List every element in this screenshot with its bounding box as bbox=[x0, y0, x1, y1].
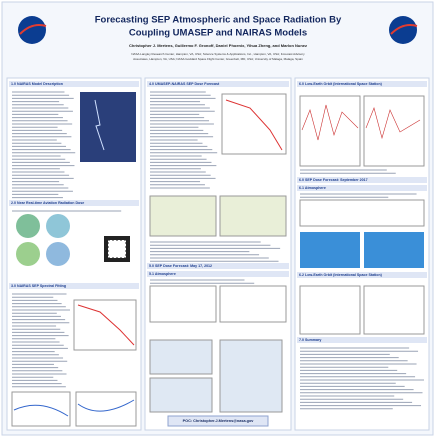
section-heading: 7.0 Summary bbox=[299, 338, 321, 342]
title-line: Coupling UMASEP and NAIRAS Models bbox=[129, 28, 307, 39]
contact: POC: Christopher.J.Mertens@nasa.gov bbox=[183, 419, 255, 423]
map bbox=[364, 232, 424, 268]
plot bbox=[150, 286, 216, 322]
nasa-logo bbox=[389, 16, 417, 44]
plot bbox=[76, 392, 136, 426]
plot bbox=[220, 286, 286, 322]
map bbox=[150, 340, 212, 374]
section-heading: 1.0 NAIRAS Model Description bbox=[11, 82, 63, 86]
nasa-logo bbox=[18, 16, 46, 44]
plot bbox=[300, 286, 360, 334]
title-line: Forecasting SEP Atmospheric and Space Ra… bbox=[95, 15, 342, 26]
plot bbox=[222, 94, 286, 154]
section-heading: 6.2 Low-Earth Orbit (International Space… bbox=[299, 273, 383, 277]
map bbox=[220, 196, 286, 236]
plot bbox=[12, 392, 70, 426]
plot bbox=[364, 286, 424, 334]
section-heading: 3.0 NAIRAS SEP Spectral Fitting bbox=[11, 284, 66, 288]
qr-pattern bbox=[108, 240, 126, 258]
globe bbox=[46, 242, 70, 266]
map bbox=[220, 340, 282, 412]
globe bbox=[46, 214, 70, 238]
section-heading: 5.1 Atmosphere bbox=[149, 272, 176, 276]
affiliation: Associates, Hampton, VA, USA; NASA Godda… bbox=[133, 57, 303, 61]
plot bbox=[74, 300, 136, 350]
section-heading: 2.0 Near Real-time Aviation Radiation Do… bbox=[11, 201, 84, 205]
plot bbox=[300, 96, 360, 166]
poster: Forecasting SEP Atmospheric and Space Ra… bbox=[0, 0, 435, 437]
map bbox=[150, 196, 216, 236]
plot bbox=[300, 200, 424, 226]
section-heading: 6.0 SEP Dose Forecast: September 2017 bbox=[299, 178, 368, 182]
authors: Christopher J. Mertens, Guillermo F. Gro… bbox=[129, 43, 307, 48]
storm-image bbox=[80, 92, 136, 162]
plot bbox=[364, 96, 424, 166]
map bbox=[300, 232, 360, 268]
globe bbox=[16, 242, 40, 266]
globe bbox=[16, 214, 40, 238]
map bbox=[150, 378, 212, 412]
section-heading: 6.1 Atmosphere bbox=[299, 186, 326, 190]
section-heading: 5.0 SEP Dose Forecast: May 17, 2012 bbox=[149, 264, 212, 268]
affiliation: NASA Langley Research Center, Hampton, V… bbox=[131, 52, 305, 56]
section-heading: 6.0 Low-Earth Orbit (International Space… bbox=[299, 82, 383, 86]
section-heading: 4.0 UMASEP-NAIRAS SEP Dose Forecast bbox=[149, 82, 220, 86]
